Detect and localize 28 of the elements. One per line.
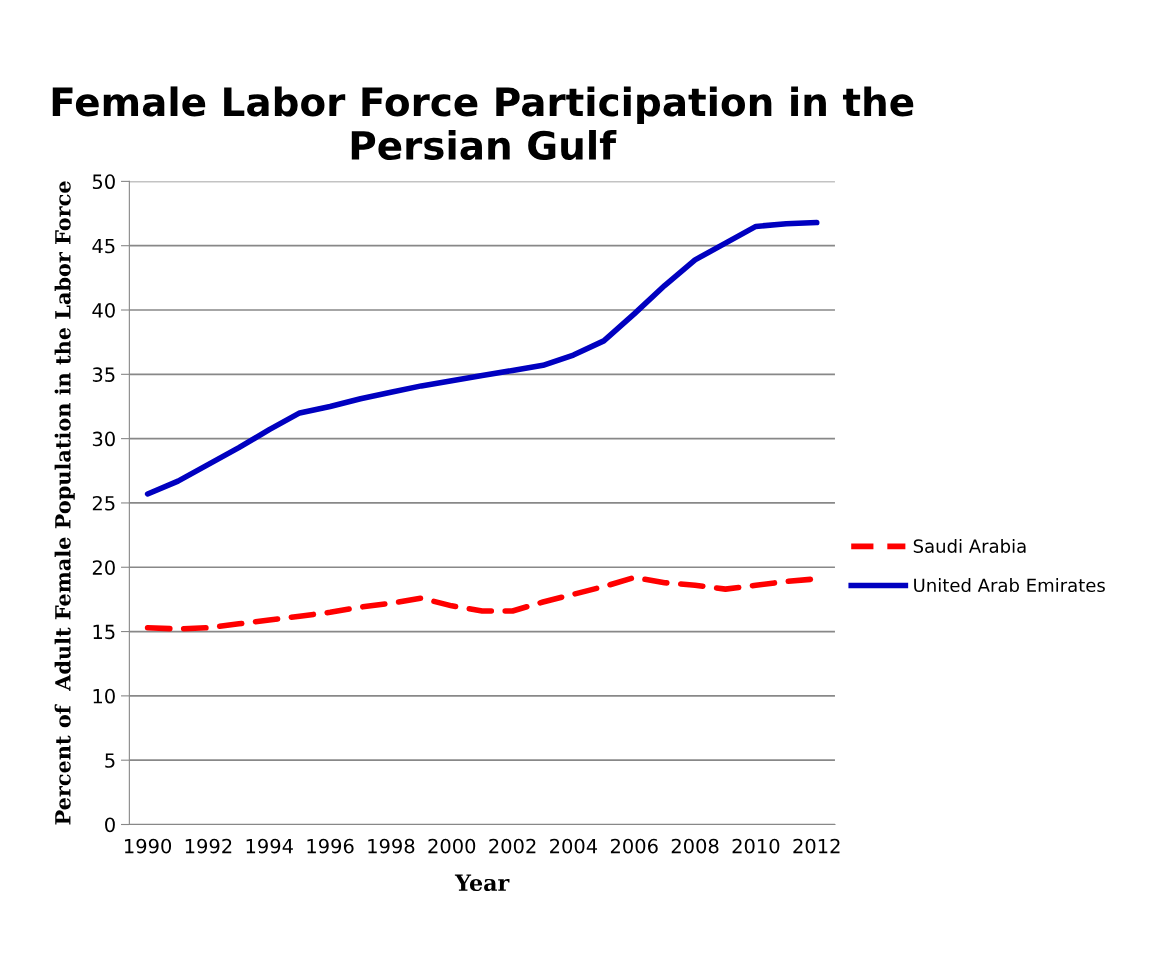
x-tick-label: 1994 [246,838,293,854]
x-tick-label: 2010 [732,838,780,854]
y-tick-label: 20 [92,560,115,575]
x-tick-label: 2008 [671,838,719,854]
y-axis-title: Percent of Adult Female Population in the Labor Force [54,181,75,825]
x-tick-label: 2012 [793,838,840,854]
x-tick-label: 1990 [125,838,172,854]
y-tick-label: 45 [92,238,115,254]
x-tick-label: 2004 [550,838,598,854]
x-axis-title: Year [454,874,510,892]
y-tick-label: 0 [105,817,115,833]
y-tick-label: 10 [93,688,115,704]
y-tick-label: 50 [92,174,115,190]
legend-label: Saudi Arabia [913,538,1026,553]
y-tick-label: 30 [92,431,115,447]
y-tick-label: 25 [92,495,115,511]
y-tick-label: 35 [92,367,115,382]
x-tick-label: 1992 [185,838,232,854]
x-tick-label: 2006 [610,838,658,854]
x-tick-label: 1998 [368,838,415,854]
x-tick-label: 1996 [307,838,354,854]
legend-label: United Arab Emirates [914,578,1105,593]
y-tick-label: 40 [92,302,115,318]
y-tick-label: 15 [93,624,115,640]
x-tick-label: 2000 [428,838,476,854]
x-tick-label: 2002 [489,838,536,854]
chart-title: Female Labor Force Participation in the Persian Gulf [52,86,914,161]
y-tick-label: 5 [105,753,115,768]
